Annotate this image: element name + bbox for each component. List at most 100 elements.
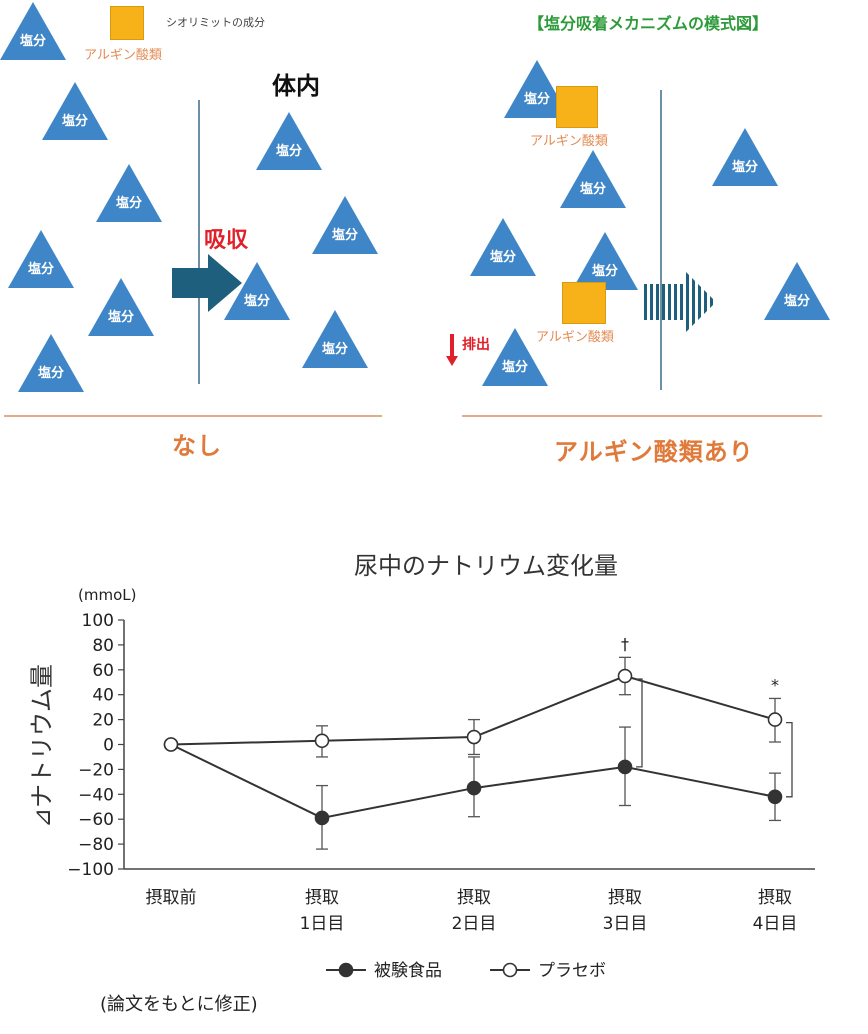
legend-square: [110, 6, 144, 40]
legend-square-label: シオリミットの成分: [166, 16, 265, 29]
arginate-square: [562, 282, 606, 324]
salt-triangle: 塩分: [712, 128, 778, 186]
y-tick-label: 100: [82, 611, 114, 631]
absorb-label: 吸収: [204, 228, 249, 253]
triangle-icon: [96, 164, 162, 222]
salt-label: 塩分: [331, 228, 358, 243]
salt-triangle: 塩分: [482, 328, 548, 386]
absorb-arrow-icon: [172, 254, 242, 312]
divider-left: [4, 415, 382, 417]
left-caption: なし: [172, 432, 222, 460]
salt-triangle: 塩分: [8, 230, 74, 288]
salt-label: 塩分: [115, 196, 142, 211]
data-point-1-1: [314, 733, 330, 749]
triangle-icon: [18, 334, 84, 392]
inside-label: 体内: [272, 72, 320, 100]
salt-label: 塩分: [19, 34, 46, 49]
legend-marker: [338, 962, 354, 978]
salt-label: 塩分: [501, 360, 528, 375]
legend-marker: [502, 962, 518, 978]
significance-bracket: [786, 721, 793, 798]
salt-label: 塩分: [523, 92, 550, 107]
membrane-line-left: [198, 100, 200, 384]
excrete-label: 排出: [462, 337, 490, 353]
salt-triangle: 塩分: [572, 232, 638, 290]
salt-label: 塩分: [731, 160, 758, 175]
y-tick-label: 80: [92, 636, 114, 656]
salt-label: 塩分: [107, 310, 134, 325]
triangle-icon: [8, 230, 74, 288]
y-tick-label: 60: [92, 661, 114, 681]
salt-label: 塩分: [243, 294, 270, 309]
data-point-1-4: [767, 712, 783, 727]
data-point-0-4: [767, 789, 783, 805]
salt-triangle: 塩分: [96, 164, 162, 222]
legend-arginate-label: アルギン酸類: [84, 48, 162, 63]
axes: [123, 620, 815, 870]
legend-salt-triangle: 塩分: [0, 2, 66, 60]
x-tick-label-line2: 3日目: [603, 914, 648, 934]
x-tick-label: 摂取: [608, 888, 642, 908]
blocked-arrow-icon: [644, 270, 716, 334]
x-ticks: 摂取前 摂取 1日目 摂取 2日目 摂取 3日目 摂取 4日目: [146, 888, 798, 934]
x-tick-label-line2: 2日目: [452, 914, 497, 934]
salt-label: 塩分: [27, 262, 54, 277]
triangle-icon: [764, 262, 830, 320]
x-tick-label: 摂取: [305, 888, 339, 908]
data-point-1-3: [617, 668, 633, 684]
salt-label: 塩分: [275, 144, 302, 159]
x-tick-label-line2: 4日目: [753, 914, 798, 934]
data-point-1-2: [466, 729, 482, 745]
annotations: †*: [621, 634, 793, 798]
arginate-label-2: アルギン酸類: [536, 330, 614, 345]
salt-label: 塩分: [579, 182, 606, 197]
data-point-0-3: [617, 759, 633, 775]
diagram-title: 【塩分吸着メカニズムの模式図】: [528, 14, 769, 33]
triangle-icon: [482, 328, 548, 386]
x-tick-label: 摂取: [457, 888, 491, 908]
salt-label: 塩分: [783, 294, 810, 309]
triangle-icon: [0, 2, 66, 60]
series-group: [163, 656, 783, 850]
y-axis-label: ⊿ナトリウム量: [28, 664, 56, 828]
y-unit: (mmoL): [78, 586, 136, 604]
arginate-square: [556, 86, 598, 128]
salt-triangle: 塩分: [764, 262, 830, 320]
salt-label: 塩分: [489, 250, 516, 265]
salt-triangle: 塩分: [88, 278, 154, 336]
divider-right: [462, 415, 822, 417]
salt-triangle: 塩分: [18, 334, 84, 392]
y-tick-label: −60: [78, 810, 114, 830]
x-tick-label: 摂取: [758, 888, 792, 908]
salt-triangle: 塩分: [504, 60, 570, 118]
data-point-0-1: [314, 810, 330, 826]
triangle-icon: [256, 112, 322, 170]
triangle-icon: [560, 150, 626, 208]
triangle-icon: [504, 60, 570, 118]
triangle-icon: [470, 218, 536, 276]
triangle-icon: [712, 128, 778, 186]
triangle-icon: [224, 262, 290, 320]
salt-label: 塩分: [591, 264, 618, 279]
y-tick-label: 40: [92, 686, 114, 706]
chart-title: 尿中のナトリウム変化量: [354, 552, 618, 580]
y-tick-label: 20: [92, 711, 114, 731]
triangle-icon: [312, 196, 378, 254]
y-tick-label: −20: [78, 760, 114, 780]
legend-label: 被験食品: [374, 961, 442, 981]
y-ticks: 100 80 60 40 20 0 −20 −40 −60 −80 −100: [67, 611, 124, 880]
source-note: (論文をもとに修正): [100, 994, 258, 1015]
significance-mark: †: [621, 634, 629, 653]
salt-label: 塩分: [61, 114, 88, 129]
right-caption: アルギン酸類あり: [554, 438, 754, 466]
salt-label: 塩分: [37, 366, 64, 381]
y-tick-label: −100: [67, 860, 114, 880]
significance-bracket: [636, 678, 643, 768]
salt-triangle: 塩分: [302, 310, 368, 368]
x-tick-label: 摂取前: [146, 888, 197, 908]
salt-triangle: 塩分: [224, 262, 290, 320]
triangle-icon: [88, 278, 154, 336]
y-tick-label: −40: [78, 785, 114, 805]
y-tick-label: −80: [78, 835, 114, 855]
triangle-icon: [302, 310, 368, 368]
